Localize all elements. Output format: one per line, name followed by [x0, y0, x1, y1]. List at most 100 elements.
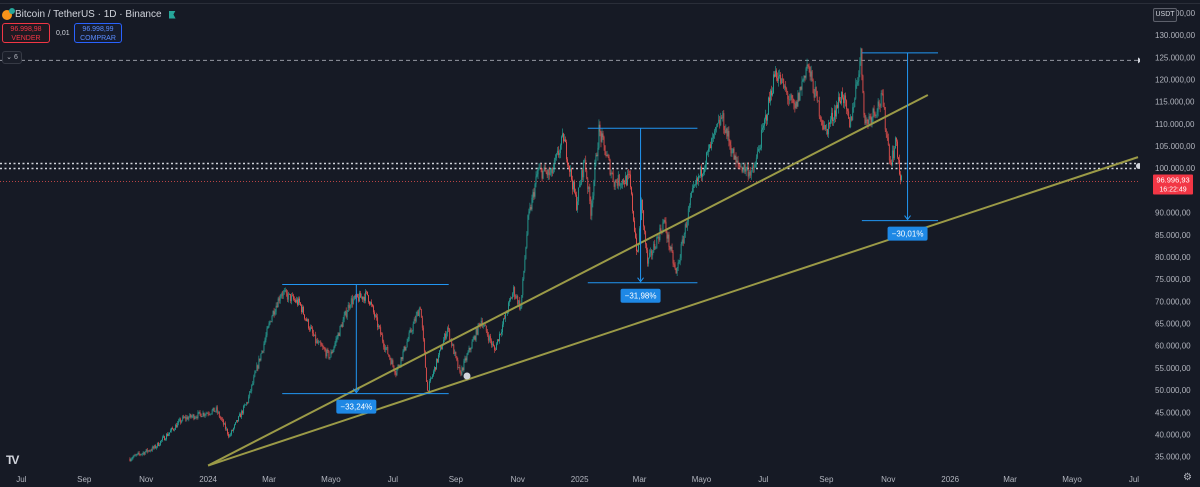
- candle: [594, 164, 596, 182]
- candle: [608, 157, 610, 160]
- candle: [847, 109, 849, 112]
- candle: [219, 417, 221, 419]
- candle: [493, 346, 495, 350]
- candle: [408, 332, 410, 339]
- candle: [639, 228, 640, 244]
- candle: [150, 450, 152, 452]
- candle: [362, 296, 363, 300]
- candle: [359, 292, 361, 298]
- candle: [775, 70, 776, 77]
- candle: [858, 74, 860, 82]
- candle: [809, 66, 811, 77]
- candle: [158, 444, 160, 446]
- candle: [456, 356, 458, 360]
- time-tick-label: Nov: [511, 475, 525, 484]
- candle: [447, 327, 449, 334]
- candle: [356, 294, 358, 297]
- candle: [697, 178, 698, 182]
- symbol-header[interactable]: Bitcoin / TetherUS · 1D · Binance: [2, 7, 176, 20]
- candle: [420, 309, 422, 318]
- candle: [291, 295, 293, 297]
- candle: [843, 97, 845, 104]
- candle: [262, 350, 264, 352]
- candle: [617, 175, 619, 186]
- candle: [781, 78, 783, 84]
- candle: [153, 445, 155, 449]
- candle: [385, 347, 387, 350]
- candle: [488, 336, 490, 341]
- candle: [390, 358, 392, 365]
- time-tick-label: Sep: [449, 475, 464, 484]
- candle: [652, 252, 654, 256]
- candle: [741, 166, 743, 172]
- candle: [815, 87, 817, 92]
- candle: [821, 120, 823, 126]
- time-tick-label: Jul: [1129, 475, 1139, 484]
- candle: [869, 116, 871, 118]
- indicators-count: 6: [13, 54, 18, 61]
- candle: [388, 354, 390, 357]
- time-tick-label: Mar: [633, 475, 647, 484]
- candle: [694, 184, 696, 185]
- candle: [783, 78, 785, 88]
- candle: [748, 171, 750, 177]
- candle: [487, 335, 489, 341]
- candle: [155, 446, 157, 449]
- candle: [300, 302, 301, 306]
- candle: [814, 87, 816, 98]
- candle: [387, 347, 389, 355]
- candle: [171, 427, 172, 431]
- candle: [439, 350, 440, 355]
- candle: [766, 115, 767, 121]
- candle: [268, 323, 270, 327]
- candle: [211, 410, 213, 414]
- current-price-box: [1153, 174, 1193, 195]
- candle: [884, 107, 886, 130]
- flag-icon[interactable]: [168, 10, 176, 19]
- candle: [543, 167, 545, 171]
- candle: [201, 416, 203, 418]
- buy-button[interactable]: 96.998,99 COMPRAR: [74, 23, 122, 43]
- candle: [305, 318, 306, 320]
- candle: [411, 331, 413, 332]
- candle: [225, 428, 227, 430]
- candle: [405, 347, 407, 351]
- candle: [818, 100, 820, 117]
- candle: [233, 427, 234, 431]
- candle: [283, 291, 285, 292]
- candle: [793, 102, 795, 104]
- candle: [438, 354, 439, 362]
- candle: [235, 422, 236, 425]
- indicators-toggle[interactable]: ⌄ 6: [2, 51, 22, 64]
- candle: [189, 414, 191, 418]
- candle: [790, 95, 792, 100]
- candle: [632, 194, 633, 212]
- price-tick-label: 105.000,00: [1155, 142, 1196, 151]
- candle: [649, 252, 651, 258]
- candle: [788, 99, 790, 101]
- candle: [581, 170, 583, 184]
- candle: [185, 417, 187, 420]
- candle: [596, 154, 598, 157]
- candle: [690, 191, 692, 198]
- candle: [574, 181, 575, 193]
- candle: [622, 179, 624, 183]
- candle: [255, 370, 257, 373]
- candle: [853, 107, 855, 108]
- candle: [637, 251, 638, 252]
- candle: [491, 343, 493, 345]
- gear-icon[interactable]: ⚙: [1183, 472, 1192, 483]
- candle: [630, 174, 631, 188]
- candle: [779, 74, 781, 77]
- candle: [542, 170, 544, 179]
- candle: [691, 188, 693, 192]
- candle: [796, 101, 798, 107]
- candle: [321, 344, 323, 347]
- candle: [623, 182, 625, 185]
- symbol-title: Bitcoin / TetherUS · 1D · Binance: [15, 9, 162, 20]
- candle: [309, 328, 311, 330]
- sell-button[interactable]: 96.998,98 VENDER: [2, 23, 50, 43]
- currency-selector[interactable]: USDT: [1153, 8, 1177, 22]
- candle: [267, 326, 269, 329]
